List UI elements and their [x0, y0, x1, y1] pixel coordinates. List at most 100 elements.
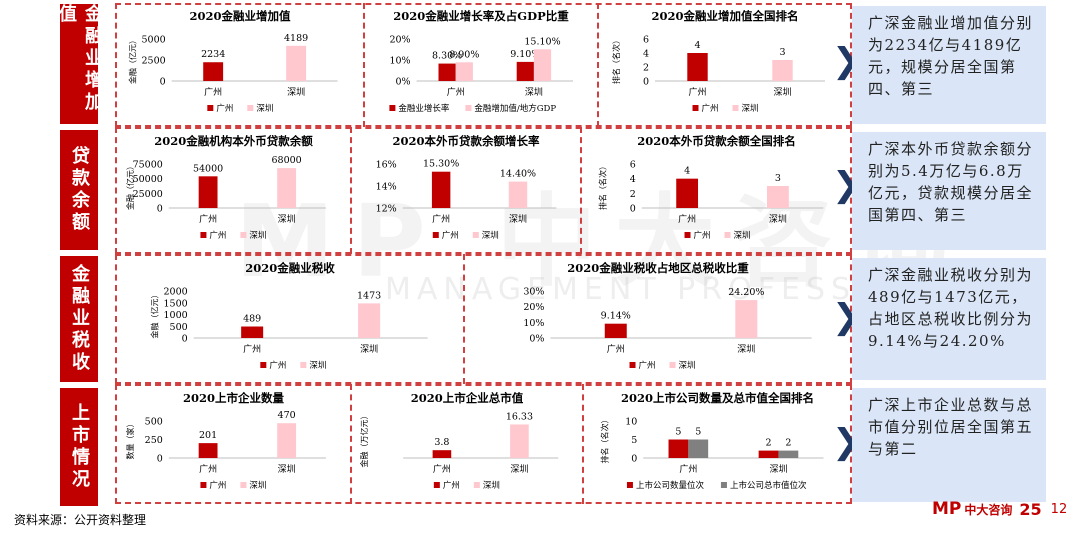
section-label-finance-value: 金融业增加值 [56, 4, 103, 124]
row-frame-3 [115, 254, 852, 384]
row-frame-2 [115, 127, 852, 254]
x-tick-label: 深圳 [287, 87, 305, 98]
chart-loan-growth: 2020本外币贷款余额增长率 12% 14% 16% 广州 15.30% 深圳 14.40% 广… [353, 130, 579, 252]
chart-title: 2020金融业增长率及占GDP比重 [393, 9, 569, 23]
y-tick-label: 30% [523, 287, 544, 298]
bar [604, 323, 627, 338]
legend-swatch [473, 482, 480, 488]
y-axis-label: 金融（亿元） [125, 162, 135, 210]
x-tick-label: 深圳 [278, 214, 296, 225]
row-frame-1 [115, 3, 852, 127]
y-axis-label: 数量（家） [125, 420, 135, 460]
divider [363, 3, 365, 127]
x-tick-label: 深圳 [773, 87, 791, 98]
bar [286, 45, 307, 81]
divider [350, 384, 352, 504]
data-label: 5 [675, 427, 681, 438]
y-tick-label: 4 [643, 49, 649, 60]
y-axis-label: 排名（名次） [599, 416, 609, 464]
legend-swatch [200, 232, 207, 238]
bar [758, 450, 779, 458]
legend-swatch [692, 105, 699, 111]
x-tick-label: 广州 [204, 86, 222, 98]
chart-loan-rank: 2020本外币贷款余额全国排名 排名（名次） 0 2 4 6 广州 4 深圳 3 广州 深圳 [583, 130, 850, 252]
data-label: 5 [695, 427, 701, 438]
legend-swatch [432, 232, 439, 238]
y-tick-label: 0 [631, 454, 637, 465]
x-tick-label: 广州 [679, 463, 697, 475]
legend-label: 深圳 [256, 103, 273, 114]
bar [198, 176, 218, 208]
bar [533, 49, 552, 81]
note-finance-value: 广深金融业增加值分别为2234亿与4189亿元，规模分居全国第四、第三 [852, 6, 1046, 124]
y-tick-label: 1500 [163, 298, 187, 309]
bar [767, 186, 789, 208]
y-tick-label: 16% [376, 160, 397, 171]
y-axis-label: 排名（名次） [598, 162, 608, 210]
bar [778, 450, 799, 458]
bar [688, 439, 709, 458]
x-tick-label: 深圳 [510, 464, 528, 475]
chart-tax-share: 2020金融业税收占地区总税收比重 0% 10% 20% 30% 广州 9.14% 深圳 24.… [466, 257, 850, 382]
chart-svg: 2020本外币贷款余额增长率 12% 14% 16% 广州 15.30% 深圳 14.40% 广… [376, 134, 557, 241]
bar [508, 181, 528, 208]
bar [510, 424, 529, 458]
data-label: 470 [278, 410, 296, 421]
data-label: 3 [775, 173, 781, 184]
y-tick-label: 0 [157, 454, 163, 465]
chart-listed-count: 2020上市企业数量 数量（家） 0 250 500 广州 201 深圳 470 广州 深圳 [118, 387, 349, 502]
y-tick-label: 0% [529, 334, 544, 345]
legend-label: 深圳 [482, 230, 499, 241]
note-listing: 广深上市企业总数与总市值分别位居全国第五与第二 [852, 388, 1046, 502]
y-tick-label: 0 [630, 204, 636, 215]
legend-label: 深圳 [679, 360, 696, 371]
chart-svg: 2020金融业增加值金融（亿元） 025005000广州2234深圳4189广州深… [128, 9, 338, 114]
y-tick-label: 5 [631, 435, 637, 446]
company-logo: MP 中大咨询 25 12 [932, 499, 1067, 519]
chart-finance-value: 2020金融业增加值 金融（亿元） 0 2500 5000 广州 2234 深圳 4189 广州深… [118, 5, 362, 125]
data-label: 489 [243, 314, 261, 325]
y-tick-label: 20% [389, 35, 410, 46]
y-axis-label: 金融（亿元） [128, 36, 138, 84]
legend-label: 金融增加值/地方GDP [474, 103, 556, 114]
y-axis-label: 排名（名次） [611, 36, 621, 84]
y-tick-label: 0 [182, 334, 188, 345]
section-label-tax: 金融业税收 [60, 256, 98, 382]
y-tick-label: 14% [376, 182, 397, 193]
y-tick-label: 2 [643, 63, 649, 74]
bar [241, 326, 264, 338]
legend-label: 深圳 [249, 230, 266, 241]
data-label: 2 [766, 438, 772, 449]
legend-swatch [240, 482, 247, 488]
bar [203, 62, 224, 81]
chart-title: 2020金融业税收 [245, 261, 335, 275]
divider [463, 254, 465, 384]
legend-swatch [260, 362, 267, 368]
y-axis-label: 金融（亿元） [150, 291, 160, 339]
y-tick-label: 0% [396, 77, 411, 88]
chart-listed-market-cap: 2020上市企业总市值 金融（万亿元） 广州 3.8 深圳 16.33 广州 深圳 [353, 387, 581, 502]
legend-label: 深圳 [742, 103, 759, 114]
bar [516, 61, 534, 81]
y-tick-label: 0 [160, 77, 166, 88]
y-tick-label: 25000 [133, 189, 163, 200]
legend-label: 广州 [639, 360, 656, 371]
chart-title: 2020金融业增加值 [189, 9, 291, 23]
data-label: 9.14% [601, 311, 631, 322]
data-label: 24.20% [728, 287, 764, 298]
y-tick-label: 10 [625, 417, 637, 428]
bar [438, 63, 456, 81]
legend-label: 深圳 [249, 480, 266, 491]
chart-finance-rank: 2020金融业增加值全国排名 排名（名次） 0 2 4 6 广州 4 深圳 3 广州 深圳 [600, 5, 850, 125]
bar [277, 423, 297, 458]
legend-label: 深圳 [483, 480, 500, 491]
y-tick-label: 4 [630, 174, 636, 185]
legend-swatch [247, 105, 254, 111]
logo-anniversary: 25 [1019, 499, 1042, 519]
y-tick-label: 500 [145, 417, 163, 428]
bar [676, 178, 699, 208]
y-tick-label: 5000 [141, 35, 165, 46]
divider [350, 127, 352, 254]
